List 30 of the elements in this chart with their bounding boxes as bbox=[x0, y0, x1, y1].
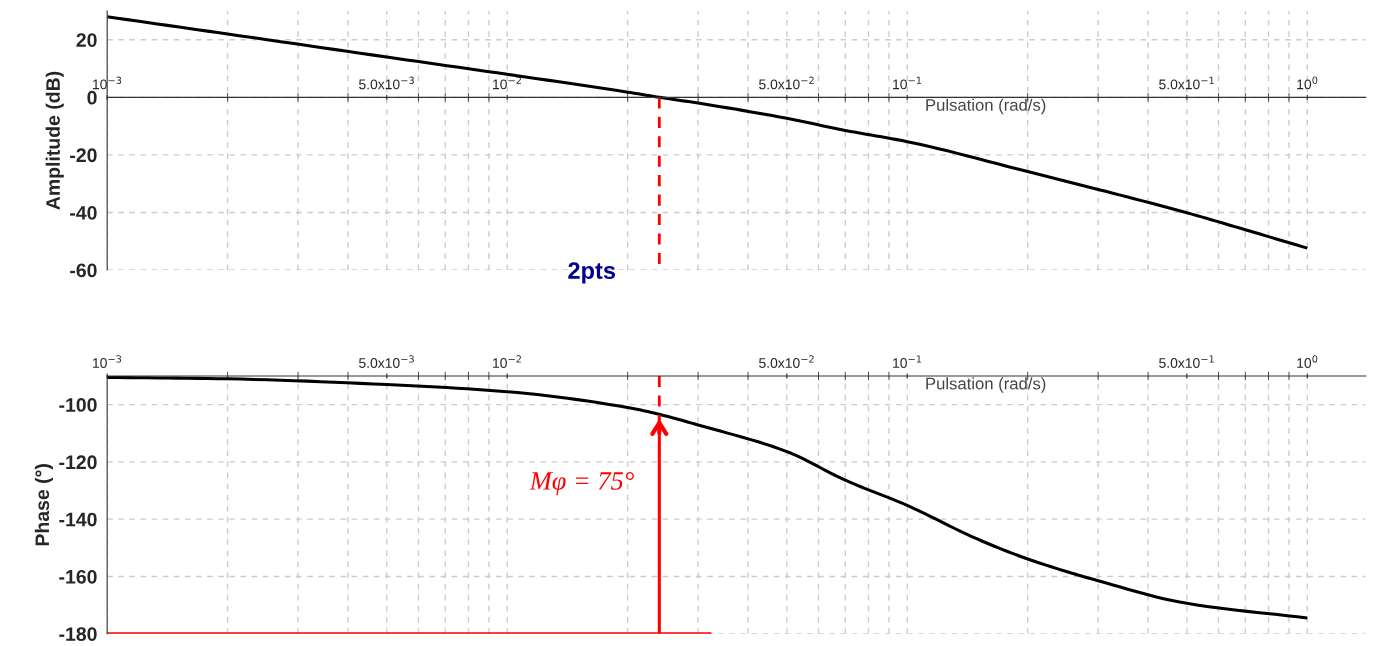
x-tick-label: 5.0x10$^{−3}$ bbox=[359, 76, 414, 90]
x-tick-label: 10$^{0}$ bbox=[1297, 355, 1318, 368]
y-tick-label: -60 bbox=[70, 263, 97, 278]
x-tick-label: 5.0x10$^{−3}$ bbox=[359, 355, 414, 368]
annotation: Mφ = 75° bbox=[529, 472, 634, 496]
x-axis-title: Pulsation (rad/s) bbox=[926, 98, 1046, 115]
x-tick-label: 10$^{−1}$ bbox=[893, 76, 922, 90]
y-tick-label: -140 bbox=[59, 512, 97, 527]
annotation: 2pts bbox=[568, 262, 616, 284]
y-tick-label: -160 bbox=[59, 569, 97, 584]
x-tick-label: 10$^{0}$ bbox=[1297, 76, 1318, 90]
x-tick-label: 5.0x10$^{−1}$ bbox=[1159, 355, 1214, 368]
y-tick-label: 0 bbox=[87, 90, 97, 105]
x-tick-label: 10$^{−3}$ bbox=[93, 355, 122, 368]
x-tick-label: 5.0x10$^{−2}$ bbox=[759, 355, 814, 368]
y-tick-label: -100 bbox=[59, 398, 97, 412]
x-tick-label: 10$^{−2}$ bbox=[493, 355, 521, 368]
y-axis-title: Phase (°) bbox=[34, 464, 53, 546]
y-axis-title: Amplitude (dB) bbox=[45, 71, 64, 210]
x-tick-label: 10$^{−3}$ bbox=[93, 76, 122, 90]
y-tick-label: -120 bbox=[59, 455, 97, 470]
x-tick-label: 10$^{−1}$ bbox=[893, 355, 922, 368]
x-tick-label: 5.0x10$^{−2}$ bbox=[759, 76, 814, 90]
x-axis-title: Pulsation (rad/s) bbox=[926, 377, 1046, 393]
y-tick-label: -180 bbox=[59, 627, 97, 641]
x-tick-label: 5.0x10$^{−1}$ bbox=[1159, 76, 1214, 90]
y-tick-label: -20 bbox=[70, 148, 97, 163]
x-tick-label: 10$^{−2}$ bbox=[493, 76, 521, 90]
y-tick-label: -40 bbox=[70, 205, 97, 220]
y-tick-label: 20 bbox=[76, 33, 97, 47]
